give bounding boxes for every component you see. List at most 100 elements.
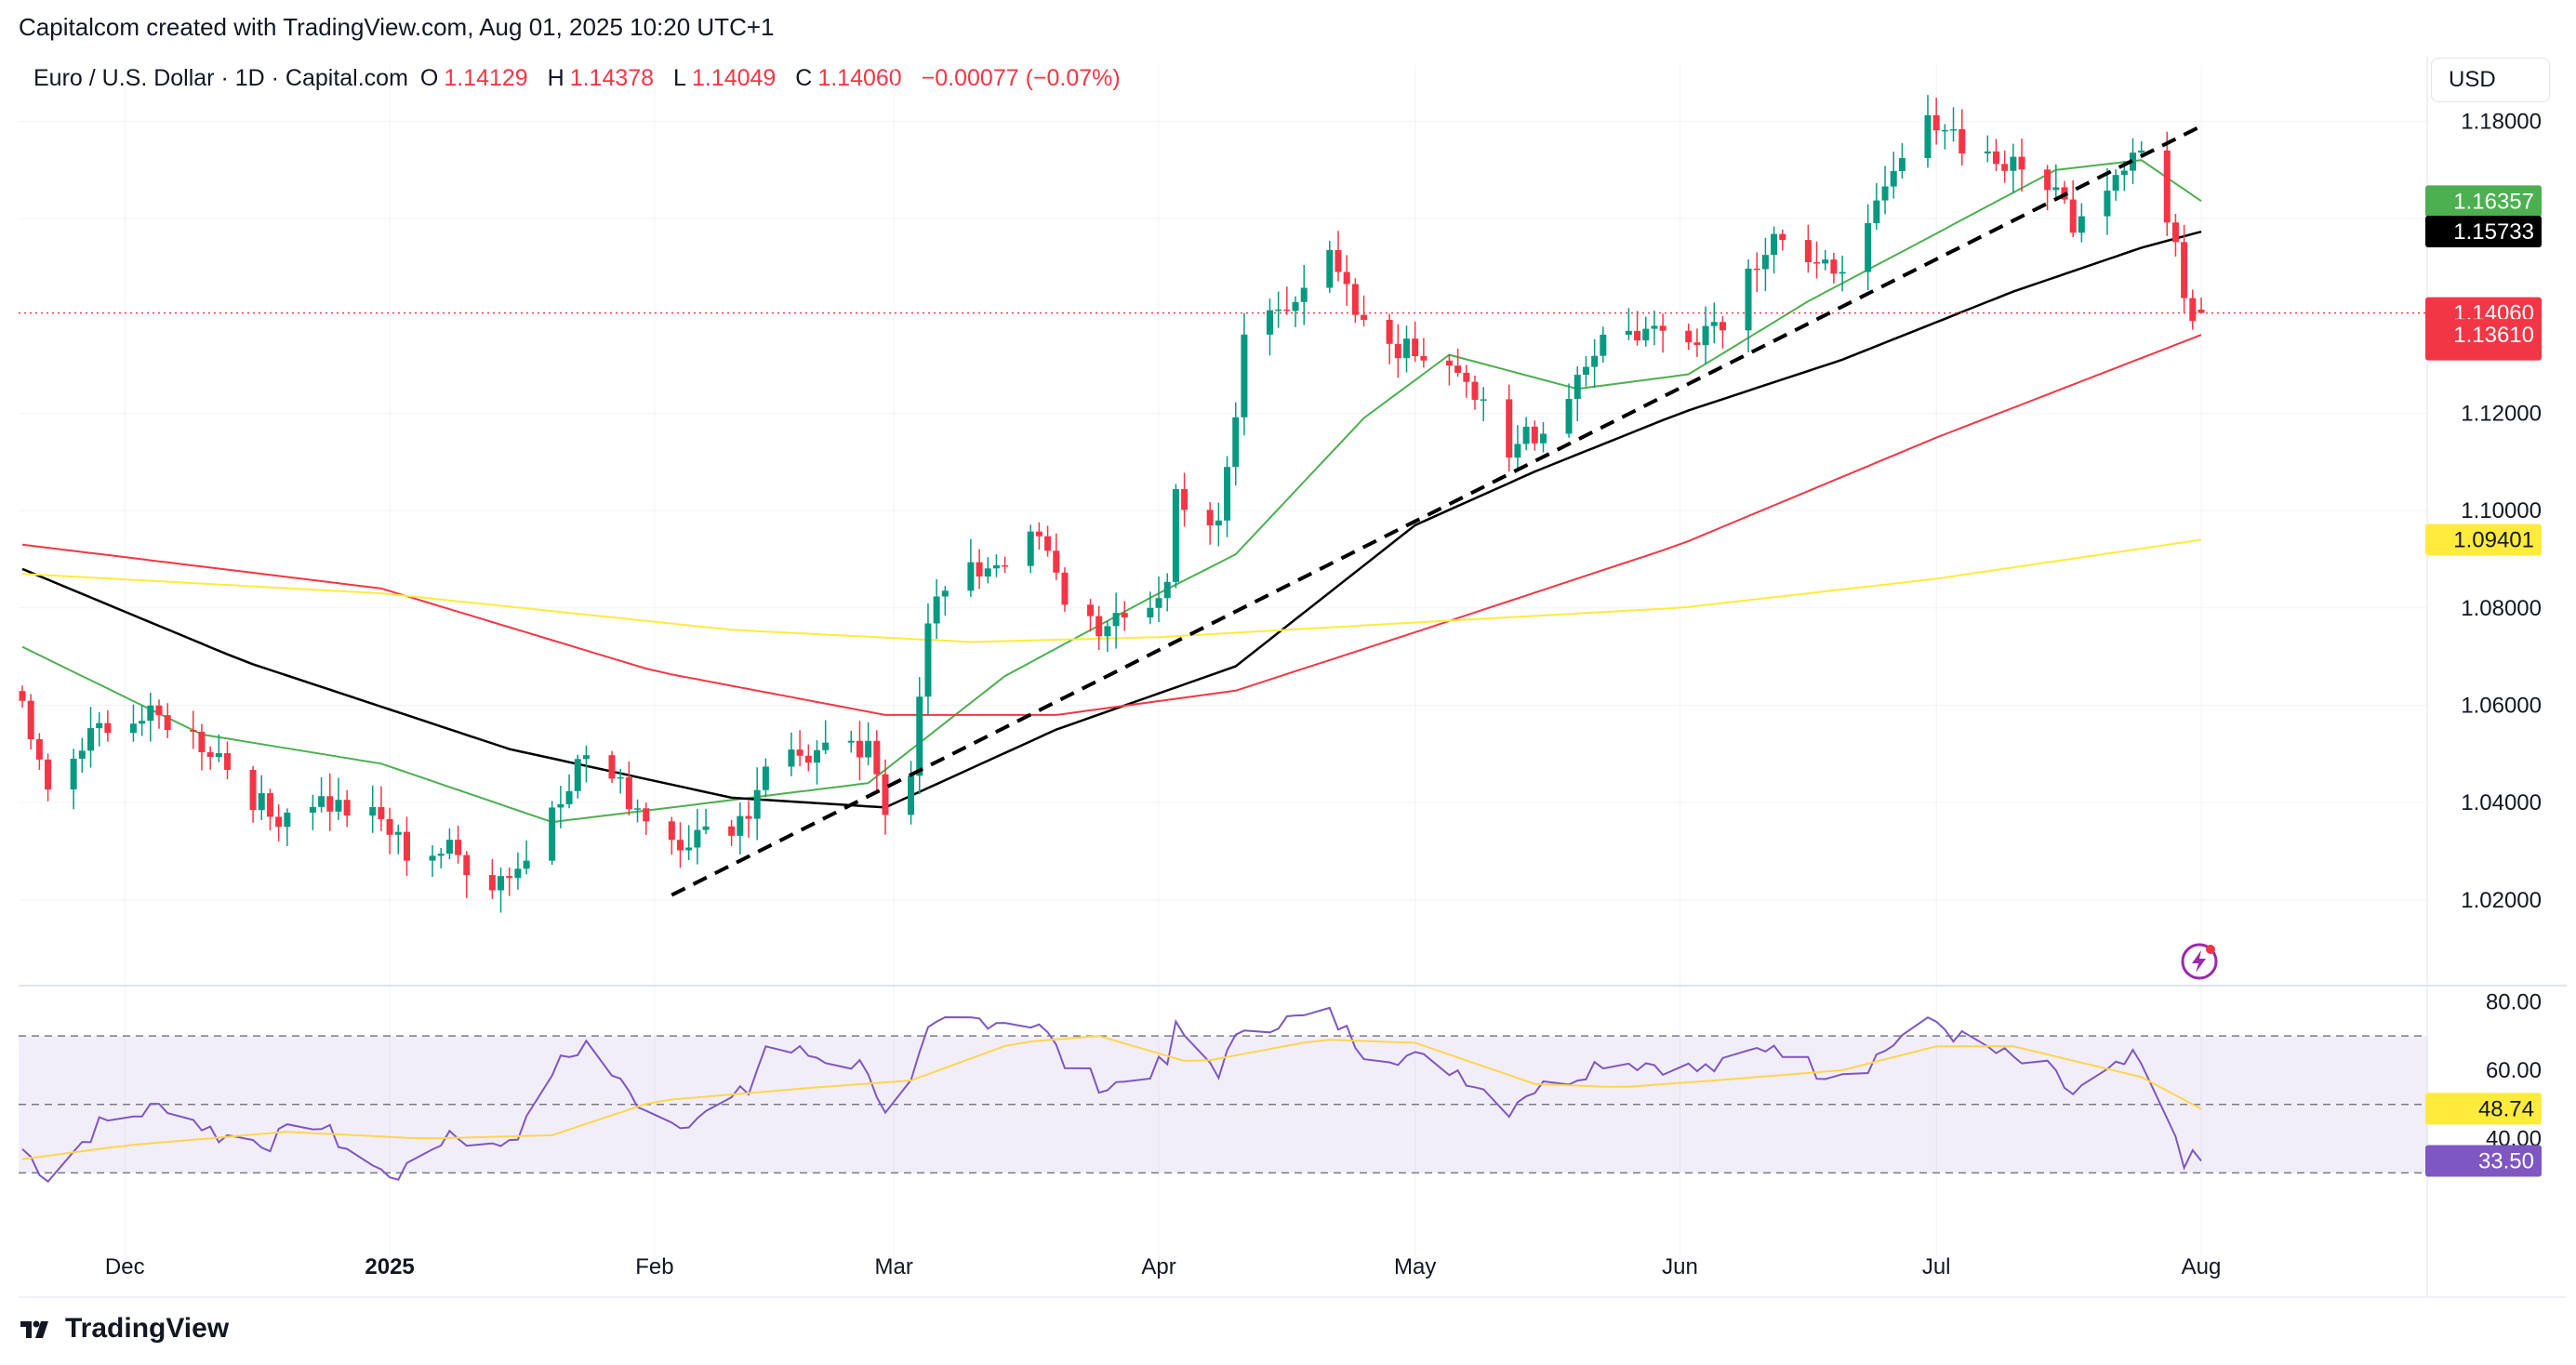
symbol-title[interactable]: Euro / U.S. Dollar · 1D · Capital.com [33, 65, 408, 91]
candle-body [847, 740, 855, 743]
candle-body [1343, 272, 1350, 285]
candle-body [1412, 338, 1419, 356]
price-label-text: 1.09401 [2453, 527, 2534, 552]
candle-body [506, 876, 513, 879]
price-label-bg [2425, 523, 2542, 556]
candle-body [668, 821, 675, 841]
candle-body [1813, 262, 1821, 264]
time-tick-label: Mar [875, 1254, 913, 1279]
candle-body [728, 826, 736, 836]
candle-body [2104, 191, 2111, 217]
candle-body [27, 700, 34, 740]
candle-body [87, 728, 95, 751]
candle-body [1275, 309, 1282, 311]
candle-body [1121, 613, 1128, 617]
price-tick-label: 1.06000 [2461, 693, 2542, 718]
price-tick-label: 1.04000 [2461, 790, 2542, 815]
price-axis: 1.180001.160001.140001.120001.100001.080… [2461, 109, 2542, 1151]
lightning-icon[interactable] [2179, 941, 2220, 982]
candle-body [2163, 150, 2171, 223]
candle-body [369, 807, 377, 816]
price-label-bg [2425, 185, 2542, 218]
candle-body [488, 875, 496, 891]
price-tick-label: 1.02000 [2461, 888, 2542, 913]
brand-name: TradingView [65, 1313, 230, 1344]
candle-body [882, 774, 889, 815]
candle-body [933, 596, 940, 624]
candle-body [70, 758, 77, 790]
currency-button[interactable]: USD [2431, 58, 2550, 102]
candle-body [1890, 170, 1897, 187]
candle-body [1898, 158, 1905, 171]
candle-body [1959, 128, 1966, 154]
price-labels: 1.163571.157331.1406011:39:221.136101.09… [2425, 185, 2542, 1177]
candle-body [762, 766, 769, 790]
candle-body [1984, 151, 1991, 154]
candle-body [1386, 319, 1393, 344]
candle-body [104, 722, 112, 734]
candle-body [1087, 604, 1095, 616]
candle-body [1642, 328, 1650, 341]
time-tick-label: 2025 [365, 1254, 414, 1279]
candle-body [1104, 626, 1111, 637]
candle-body [129, 723, 137, 734]
candle-body [2181, 242, 2188, 298]
candle-body [1224, 467, 1231, 521]
candle-body [147, 705, 154, 722]
candle-body [2171, 222, 2179, 243]
price-tick-label: 1.10000 [2461, 498, 2542, 523]
candle-body [1745, 268, 1752, 331]
rsi-ma-line [21, 1035, 2202, 1160]
candle-body [1420, 355, 1427, 361]
candle-body [1394, 343, 1401, 359]
candle-body [1514, 444, 1521, 458]
candle-body [498, 876, 505, 891]
candle-body [1839, 272, 1846, 274]
rsi-tick-label: 60.00 [2486, 1058, 2542, 1083]
candle-body [1651, 325, 1658, 329]
candle-body [1445, 360, 1453, 366]
candle-body [96, 722, 103, 729]
trendline [671, 124, 2202, 897]
time-tick-label: Dec [105, 1254, 145, 1279]
candle-body [1591, 355, 1599, 367]
time-tick-label: Aug [2182, 1254, 2222, 1279]
candle-body [326, 796, 334, 812]
candle-body [916, 696, 923, 776]
rsi-label-text: 48.74 [2478, 1096, 2534, 1121]
candle-body [275, 816, 283, 828]
candle-body [1241, 334, 1248, 417]
candle-body [1822, 259, 1829, 264]
candle-body [574, 759, 581, 791]
tradingview-logo[interactable]: TradingView [19, 1313, 229, 1345]
rsi-label-bg [2425, 1093, 2542, 1125]
candle-body [1454, 365, 1462, 373]
time-axis: Dec 2025 Feb Mar Apr May Jun Jul Aug [105, 1254, 2221, 1279]
candle-body [1402, 338, 1410, 359]
candle-body [284, 812, 291, 828]
candle-body [1625, 330, 1632, 335]
candle-body [2138, 150, 2145, 153]
moving-averages [19, 159, 2427, 824]
open-value: 1.14129 [444, 65, 528, 91]
rsi-label-bg [2425, 1145, 2542, 1177]
sma-line [21, 159, 2202, 824]
candle-body [1693, 342, 1701, 346]
candle-body [685, 847, 693, 851]
low-value: 1.14049 [691, 65, 777, 91]
candle-body [1061, 572, 1069, 605]
candle-body [1147, 607, 1154, 617]
low-key: L [673, 65, 686, 91]
candle-body [737, 815, 744, 836]
candle-body [198, 731, 206, 752]
candle-body [463, 855, 471, 876]
candle-body [206, 751, 214, 758]
candle-body [1924, 114, 1932, 159]
candle-body [745, 815, 752, 819]
candle-body [1873, 200, 1880, 224]
candle-body [19, 691, 26, 701]
time-tick-label: Jun [1662, 1254, 1698, 1279]
candle-body [1881, 186, 1889, 201]
candle-body [634, 808, 642, 810]
